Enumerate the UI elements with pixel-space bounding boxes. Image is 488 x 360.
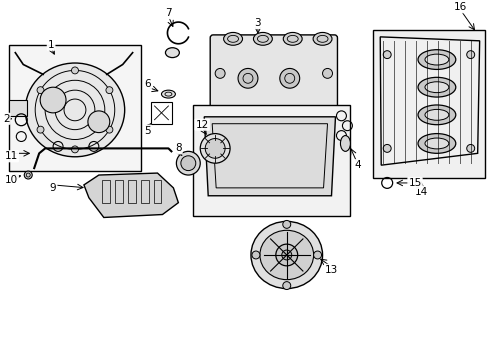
Ellipse shape — [312, 32, 331, 45]
Ellipse shape — [176, 151, 200, 175]
Text: 15: 15 — [407, 178, 421, 188]
Circle shape — [322, 68, 332, 78]
FancyBboxPatch shape — [210, 35, 337, 112]
Text: 11: 11 — [5, 151, 18, 161]
Bar — [372, 30, 484, 178]
Ellipse shape — [253, 32, 272, 45]
Ellipse shape — [161, 90, 175, 98]
Text: 6: 6 — [144, 79, 151, 89]
Circle shape — [88, 111, 109, 132]
Circle shape — [24, 171, 32, 179]
Circle shape — [106, 87, 113, 94]
Circle shape — [282, 282, 290, 289]
Ellipse shape — [165, 48, 179, 58]
Circle shape — [251, 251, 260, 259]
Bar — [150, 102, 172, 124]
Ellipse shape — [424, 138, 448, 149]
Circle shape — [215, 68, 224, 78]
Ellipse shape — [424, 54, 448, 65]
Ellipse shape — [25, 63, 124, 157]
Circle shape — [275, 244, 297, 266]
Circle shape — [466, 51, 474, 59]
Circle shape — [37, 126, 44, 133]
Text: 9: 9 — [50, 183, 56, 193]
Bar — [141, 180, 148, 203]
Polygon shape — [204, 117, 335, 196]
Ellipse shape — [200, 134, 230, 163]
Ellipse shape — [417, 134, 455, 153]
Circle shape — [37, 87, 44, 94]
Circle shape — [71, 67, 78, 74]
Circle shape — [466, 144, 474, 152]
Text: 4: 4 — [353, 160, 360, 170]
Text: 1: 1 — [48, 40, 54, 50]
Text: 16: 16 — [453, 2, 467, 12]
Bar — [9, 100, 27, 116]
Circle shape — [281, 250, 291, 260]
Ellipse shape — [283, 32, 302, 45]
Polygon shape — [84, 173, 178, 217]
Circle shape — [383, 51, 390, 59]
Ellipse shape — [250, 221, 322, 288]
Circle shape — [40, 87, 66, 113]
Ellipse shape — [181, 156, 195, 171]
Ellipse shape — [417, 50, 455, 69]
Circle shape — [313, 251, 321, 259]
Text: 14: 14 — [413, 187, 427, 197]
Bar — [127, 180, 135, 203]
Text: 12: 12 — [195, 120, 208, 130]
Ellipse shape — [223, 32, 242, 45]
Text: 5: 5 — [144, 126, 151, 136]
Circle shape — [106, 126, 113, 133]
Text: 8: 8 — [175, 143, 182, 153]
Circle shape — [383, 144, 390, 152]
Text: 7: 7 — [165, 8, 171, 18]
Bar — [193, 105, 350, 216]
Ellipse shape — [260, 230, 313, 280]
Bar — [102, 180, 109, 203]
Ellipse shape — [417, 105, 455, 125]
Circle shape — [71, 146, 78, 153]
Ellipse shape — [417, 77, 455, 97]
Circle shape — [282, 220, 290, 228]
Text: 10: 10 — [5, 175, 18, 185]
Bar — [9, 45, 141, 171]
Circle shape — [238, 68, 257, 88]
Text: 3: 3 — [254, 18, 261, 28]
Bar — [115, 180, 122, 203]
Bar — [153, 180, 161, 203]
Ellipse shape — [205, 139, 224, 158]
Ellipse shape — [340, 136, 350, 151]
Text: 13: 13 — [324, 265, 337, 275]
Text: 2: 2 — [3, 114, 10, 124]
Ellipse shape — [424, 109, 448, 120]
Circle shape — [279, 68, 299, 88]
Ellipse shape — [424, 82, 448, 93]
